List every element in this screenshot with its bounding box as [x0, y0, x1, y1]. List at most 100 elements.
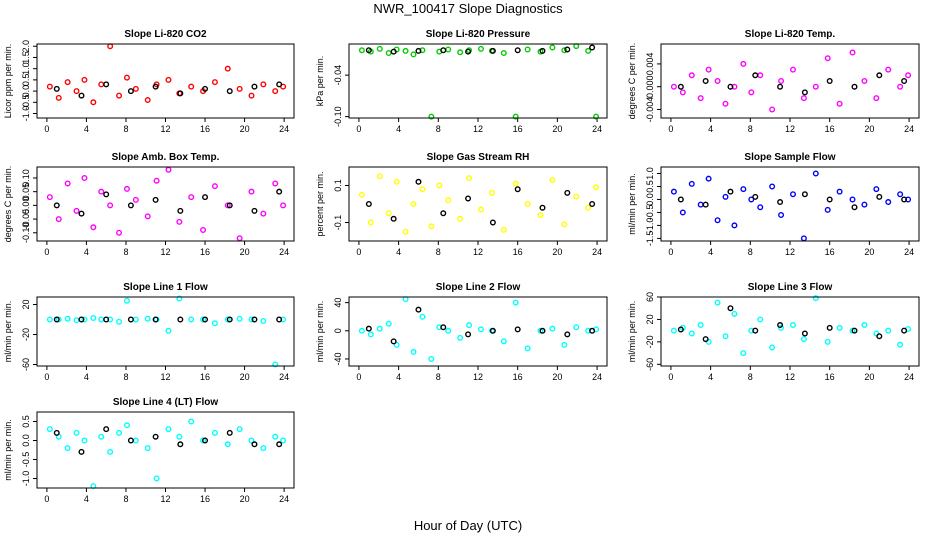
y-axis-label: ml/min per min.	[3, 419, 13, 481]
data-point	[512, 180, 519, 187]
data-point	[224, 316, 231, 323]
data-point	[415, 306, 422, 313]
data-point	[226, 202, 233, 209]
data-point	[107, 202, 114, 209]
data-point	[46, 316, 53, 323]
data-point	[260, 445, 267, 452]
x-tick-label: 20	[240, 494, 250, 504]
data-point	[873, 186, 880, 193]
data-point	[132, 316, 139, 323]
data-point	[224, 441, 231, 448]
data-point	[440, 210, 447, 217]
x-tick-label: 0	[44, 372, 49, 382]
data-point	[697, 201, 704, 208]
x-tick-label: 24	[904, 124, 914, 134]
x-tick-label: 16	[825, 372, 835, 382]
data-point	[440, 47, 447, 54]
data-point	[385, 210, 392, 217]
data-point	[849, 327, 856, 334]
x-tick-label: 24	[279, 494, 289, 504]
data-point	[132, 85, 139, 92]
y-tick-label: 0.10	[21, 169, 31, 187]
data-point	[873, 95, 880, 102]
y-tick-label: -0.10	[21, 223, 31, 244]
data-point	[589, 327, 596, 334]
y-tick-label: -60	[21, 358, 31, 371]
data-point	[593, 184, 600, 191]
data-point	[202, 437, 209, 444]
y-tick-label: -60	[645, 358, 655, 371]
plot-frame	[348, 43, 608, 119]
panel-title: Slope Line 3 Flow	[748, 282, 833, 293]
data-point	[549, 325, 556, 332]
data-point	[188, 316, 195, 323]
data-point	[78, 92, 85, 99]
x-tick-label: 24	[592, 372, 602, 382]
data-point	[561, 341, 568, 348]
y-tick-label: 40	[333, 298, 343, 308]
data-point	[358, 327, 365, 334]
x-tick-label: 20	[864, 247, 874, 257]
data-point	[573, 324, 580, 331]
y-axis-label: ml/min per min.	[315, 301, 325, 363]
data-point	[436, 182, 443, 189]
data-point	[549, 44, 556, 51]
data-point	[826, 324, 833, 331]
data-point	[144, 315, 151, 322]
y-tick-label: -40	[333, 352, 343, 365]
data-point	[514, 47, 521, 54]
x-tick-label: 16	[513, 247, 523, 257]
data-point	[812, 295, 819, 302]
data-point	[901, 196, 908, 203]
panel-title: Slope Gas Stream RH	[427, 152, 530, 163]
data-point	[714, 77, 721, 84]
data-point	[465, 195, 472, 202]
data-point	[260, 210, 267, 217]
y-tick-label: 0.5	[21, 74, 31, 87]
data-point	[778, 324, 785, 331]
data-point	[677, 83, 684, 90]
x-axis-label: Hour of Day (UTC)	[414, 518, 522, 533]
data-point	[489, 219, 496, 226]
data-point	[748, 89, 755, 96]
y-tick-label: 0.5	[21, 415, 31, 428]
data-point	[53, 202, 60, 209]
data-point	[428, 355, 435, 362]
data-point	[801, 330, 808, 337]
data-point	[727, 83, 734, 90]
data-point	[276, 441, 283, 448]
x-tick-label: 20	[240, 247, 250, 257]
data-point	[107, 43, 114, 50]
data-point	[188, 83, 195, 90]
data-point	[410, 51, 417, 58]
data-point	[500, 49, 507, 56]
data-point	[824, 55, 831, 62]
x-tick-label: 12	[160, 372, 170, 382]
data-point	[778, 212, 785, 219]
y-axis-label: Licor ppm per min.	[3, 44, 13, 119]
data-point	[901, 327, 908, 334]
data-point	[757, 72, 764, 79]
x-tick-label: 12	[785, 372, 795, 382]
data-point	[740, 186, 747, 193]
x-tick-label: 16	[825, 124, 835, 134]
data-point	[248, 316, 255, 323]
data-point	[731, 310, 738, 317]
data-point	[123, 74, 130, 81]
data-point	[705, 66, 712, 73]
data-point	[393, 341, 400, 348]
panel-title: Slope Li-820 CO2	[124, 29, 207, 40]
plot-frame	[660, 43, 920, 119]
data-point	[466, 322, 473, 329]
panel-title: Slope Line 4 (LT) Flow	[113, 397, 219, 408]
panel-title: Slope Li-820 Temp.	[745, 29, 836, 40]
x-tick-label: 16	[513, 372, 523, 382]
x-tick-label: 4	[84, 494, 89, 504]
data-point	[876, 72, 883, 79]
data-point	[876, 193, 883, 200]
x-tick-label: 4	[396, 372, 401, 382]
x-tick-label: 12	[160, 494, 170, 504]
data-point	[688, 72, 695, 79]
plot-frame	[660, 296, 920, 367]
data-point	[489, 327, 496, 334]
